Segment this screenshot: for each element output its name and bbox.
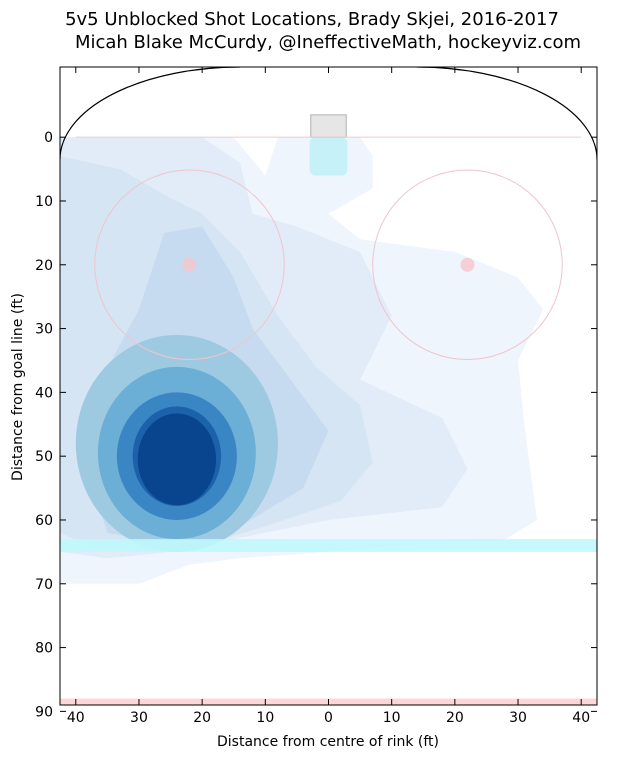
goal-crease [309,137,348,176]
y-tick-label: 40 [35,385,53,401]
x-tick-label: 20 [446,710,464,726]
y-tick-label: 90 [35,704,53,720]
x-tick-label: 30 [509,710,527,726]
y-tick-label: 20 [35,258,53,274]
x-tick-label: 30 [130,710,148,726]
chart-subtitle: Micah Blake McCurdy, @IneffectiveMath, h… [75,32,581,53]
y-tick-label: 60 [35,513,53,529]
rink-markings [60,67,597,705]
faceoff-circle-1 [94,169,285,361]
x-tick-label: 10 [256,710,274,726]
x-tick-label: 40 [67,710,85,726]
x-tick-label: 40 [572,710,590,726]
x-tick-label: 10 [383,710,401,726]
y-tick-label: 50 [35,449,53,465]
y-tick-label: 70 [35,577,53,593]
plot-area [60,67,597,705]
goal-net [310,114,347,138]
blue-line [60,539,597,552]
faceoff-dot-2 [460,257,475,272]
y-axis-ticks: 0 10 20 30 40 50 60 70 80 90 [35,130,597,720]
density-contours [60,137,544,584]
rink-boards [60,67,597,160]
y-tick-label: 0 [44,130,53,146]
x-axis-label: Distance from centre of rink (ft) [217,734,439,750]
y-tick-label: 10 [35,194,53,210]
y-axis-label: Distance from goal line (ft) [10,293,26,481]
x-tick-label: 20 [193,710,211,726]
y-tick-label: 80 [35,641,53,657]
x-tick-label: 0 [324,710,333,726]
x-axis-ticks: 40 30 20 10 0 10 20 30 40 [67,67,590,726]
y-tick-label: 30 [35,322,53,338]
faceoff-dot-1 [182,257,197,272]
faceoff-circle-2 [372,169,563,361]
density-level-9 [137,413,217,506]
chart-title: 5v5 Unblocked Shot Locations, Brady Skje… [65,9,559,30]
